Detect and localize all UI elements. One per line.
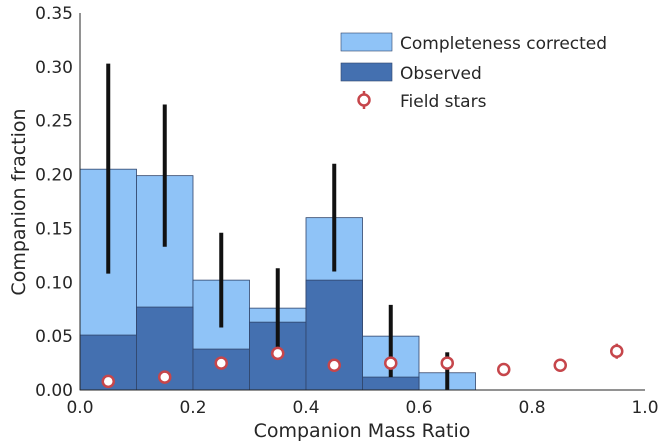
y-tick-label: 0.15 bbox=[35, 219, 73, 239]
y-tick-label: 0.10 bbox=[35, 273, 73, 293]
field-star-point bbox=[158, 370, 172, 384]
field-stars-points bbox=[101, 343, 624, 389]
y-tick-labels: 0.00 0.05 0.10 0.15 0.20 0.25 0.30 0.35 bbox=[35, 4, 73, 401]
y-tick-label: 0.35 bbox=[35, 4, 73, 24]
y-tick-label: 0.05 bbox=[35, 327, 73, 347]
legend-label-observed: Observed bbox=[400, 64, 482, 84]
legend: Completeness corrected Observed Field st… bbox=[340, 32, 607, 112]
field-star-point bbox=[327, 358, 341, 372]
bar-observed bbox=[362, 376, 420, 391]
field-star-point bbox=[553, 358, 567, 372]
x-axis-label: Companion Mass Ratio bbox=[254, 420, 471, 442]
field-star-point bbox=[610, 344, 624, 358]
legend-marker-field-stars bbox=[357, 93, 371, 107]
y-tick-label: 0.25 bbox=[35, 112, 73, 132]
y-tick-label: 0.20 bbox=[35, 166, 73, 186]
field-star-point bbox=[271, 346, 285, 361]
y-tick-label: 0.00 bbox=[35, 381, 73, 401]
corrected-error-bars bbox=[106, 63, 450, 390]
field-star-point bbox=[214, 356, 228, 370]
x-tick-label: 1.0 bbox=[631, 398, 658, 418]
x-tick-labels: 0.0 0.2 0.4 0.6 0.8 1.0 bbox=[66, 398, 658, 418]
legend-swatch-completeness-corrected bbox=[340, 32, 393, 52]
y-tick-label: 0.30 bbox=[35, 58, 73, 78]
field-star-point bbox=[497, 362, 511, 377]
observed-bars bbox=[79, 279, 420, 391]
field-star-point bbox=[384, 356, 398, 370]
legend-label-field-stars: Field stars bbox=[400, 92, 487, 112]
x-tick-label: 0.6 bbox=[405, 398, 432, 418]
bar-observed bbox=[305, 279, 363, 391]
field-star-point bbox=[440, 356, 454, 370]
x-tick-label: 0.0 bbox=[66, 398, 93, 418]
legend-swatch-observed bbox=[340, 62, 393, 82]
y-axis-label: Companion fraction bbox=[8, 108, 30, 295]
legend-label-completeness-corrected: Completeness corrected bbox=[400, 34, 607, 54]
x-tick-label: 0.4 bbox=[292, 398, 319, 418]
x-tick-label: 0.8 bbox=[518, 398, 545, 418]
field-star-point bbox=[101, 374, 115, 389]
x-tick-label: 0.2 bbox=[179, 398, 206, 418]
